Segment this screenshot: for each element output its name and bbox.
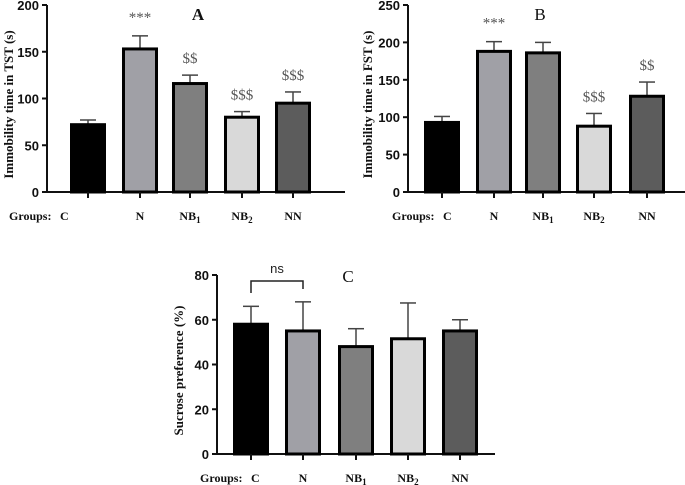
y-tick-label: 200 <box>17 0 39 13</box>
bar-NB2 <box>390 337 426 456</box>
x-axis-prefix: Groups: <box>392 209 434 223</box>
bracket-label: ns <box>270 261 284 276</box>
x-tick-label: NN <box>451 471 469 485</box>
chart-panel-B: 0 50 100 150 200 250 Immobility time in FST (s… <box>360 0 685 225</box>
significance-label: $$ <box>640 58 656 74</box>
y-tick-label: 100 <box>378 110 400 125</box>
bar-NB1 <box>338 345 374 456</box>
chart-panel-C: 0 20 40 60 80 Sucrose preference (%) C Groups: C… <box>171 261 495 485</box>
y-axis-label: Immobility time in TST (s) <box>1 30 16 178</box>
y-tick-label: 40 <box>195 358 209 373</box>
x-tick-label: NB1 <box>179 209 201 225</box>
y-axis-label: Immobility time in FST (s) <box>360 31 375 179</box>
subscript: 1 <box>549 215 554 225</box>
y-tick-label: 60 <box>195 313 209 328</box>
significance-label: *** <box>483 16 506 32</box>
bar-N <box>285 329 321 456</box>
y-tick-label: 50 <box>25 138 39 153</box>
y-tick-label: 0 <box>202 447 209 462</box>
x-tick-label: N <box>136 209 145 223</box>
significance-label: $$$ <box>231 88 254 104</box>
y-tick-label: 100 <box>17 92 39 107</box>
bar-NB1 <box>525 51 561 194</box>
x-tick-label: NB2 <box>583 209 605 225</box>
y-tick-label: 20 <box>195 402 209 417</box>
bar-C <box>233 322 269 456</box>
y-tick-label: 150 <box>378 73 400 88</box>
x-tick-label: N <box>299 471 308 485</box>
bar-C <box>424 120 460 194</box>
x-tick-label: C <box>60 209 69 223</box>
y-tick-label: 200 <box>378 35 400 50</box>
bar-NB1 <box>172 82 208 194</box>
chart-title: C <box>342 267 353 286</box>
significance-bracket <box>250 280 304 293</box>
x-tick-label: C <box>251 471 260 485</box>
bar-NB2 <box>224 115 260 194</box>
chart-title: B <box>534 5 545 24</box>
significance-label: $$$ <box>282 68 305 84</box>
x-axis-prefix: Groups: <box>9 209 51 223</box>
bar-NN <box>275 101 311 194</box>
subscript: 1 <box>362 477 367 485</box>
subscript: 2 <box>248 215 253 225</box>
x-tick-label: NB1 <box>532 209 554 225</box>
subscript: 1 <box>196 215 201 225</box>
y-tick-label: 0 <box>393 185 400 200</box>
x-tick-label: NB1 <box>345 471 367 485</box>
x-tick-label: NB2 <box>397 471 419 485</box>
x-tick-label: C <box>443 209 452 223</box>
y-tick-label: 50 <box>386 148 400 163</box>
y-axis-label: Sucrose preference (%) <box>171 306 186 436</box>
bar-NN <box>629 94 665 194</box>
bar-NN <box>442 329 478 456</box>
significance-label: $$ <box>183 51 199 67</box>
significance-label: *** <box>129 10 152 26</box>
chart-panel-A: 0 50 100 150 200 Immobility time in TST (s) A G… <box>1 0 345 225</box>
chart-title: A <box>192 5 205 24</box>
bar-N <box>476 49 512 194</box>
bar-N <box>122 47 158 194</box>
x-tick-label: NN <box>638 209 656 223</box>
bar-C <box>70 123 106 194</box>
subscript: 2 <box>600 215 605 225</box>
x-tick-label: NN <box>284 209 302 223</box>
y-tick-label: 80 <box>195 268 209 283</box>
x-tick-label: N <box>490 209 499 223</box>
subscript: 2 <box>414 477 419 485</box>
y-tick-label: 150 <box>17 45 39 60</box>
y-tick-label: 250 <box>378 0 400 13</box>
x-tick-label: NB2 <box>231 209 253 225</box>
y-tick-label: 0 <box>32 185 39 200</box>
bar-NB2 <box>576 124 612 194</box>
significance-label: $$$ <box>583 89 606 105</box>
x-axis-prefix: Groups: <box>200 471 242 485</box>
